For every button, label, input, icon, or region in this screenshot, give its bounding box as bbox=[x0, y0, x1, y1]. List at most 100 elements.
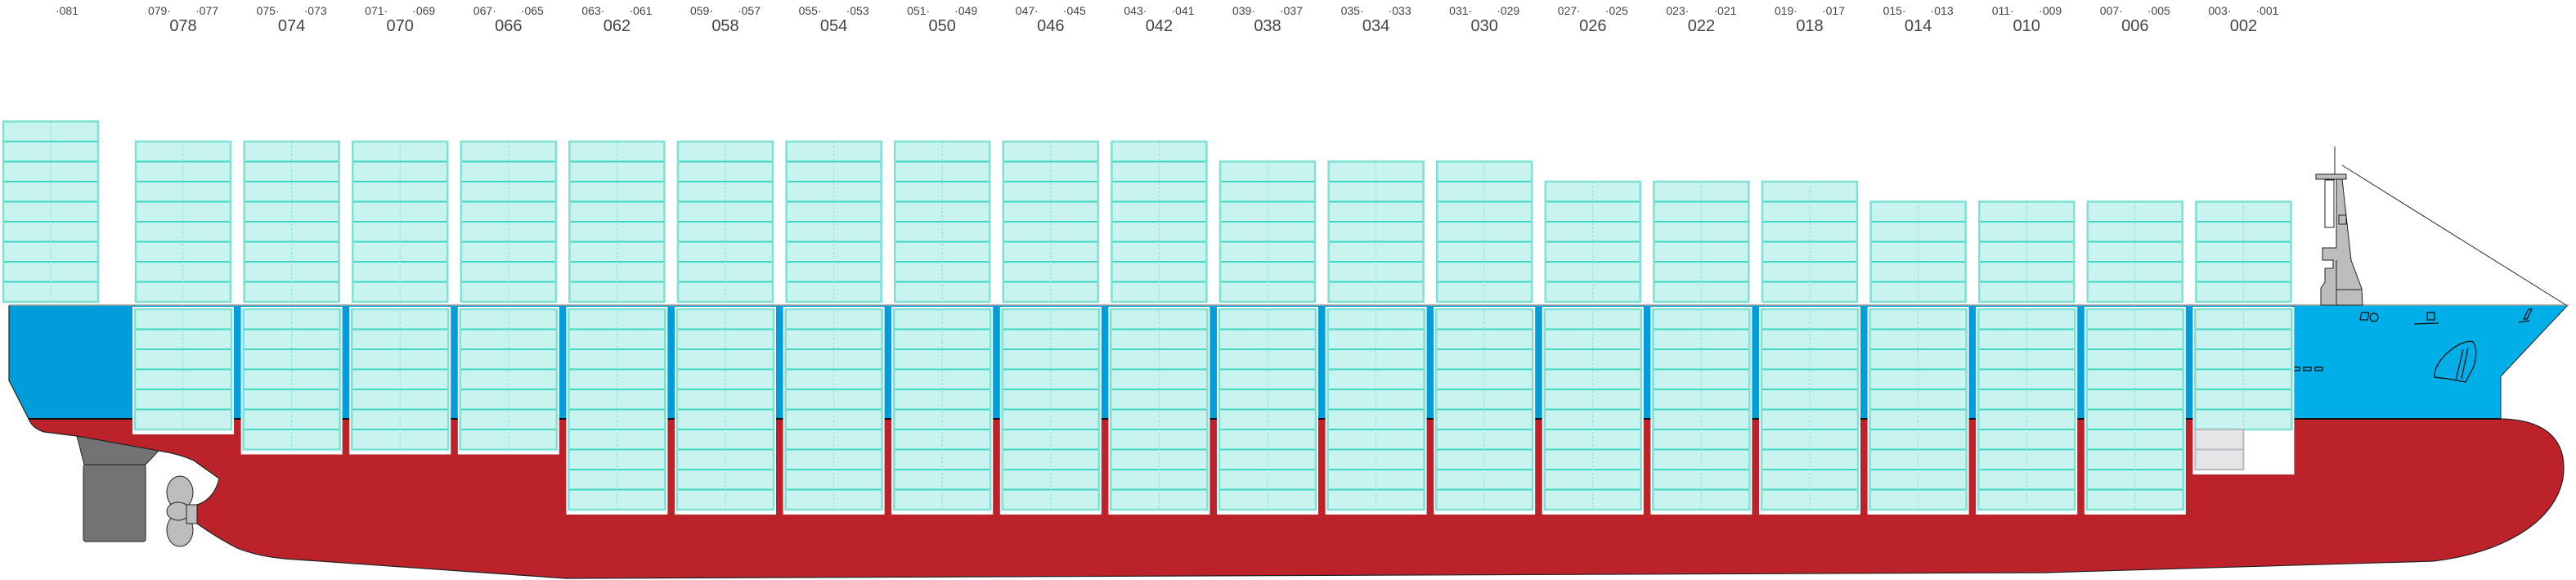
hold-stack bbox=[1434, 308, 1534, 511]
deck-stack bbox=[1111, 140, 1208, 303]
hold-stack bbox=[1543, 308, 1643, 511]
bay-042 bbox=[1108, 140, 1210, 515]
hold-stack bbox=[1977, 308, 2076, 511]
bay-label-aft: 007· bbox=[2100, 4, 2123, 17]
bay-label-fwd: ·001 bbox=[2255, 4, 2278, 17]
bay-label: 002 bbox=[2230, 17, 2257, 35]
bays bbox=[2, 120, 2295, 515]
empty-slot[interactable] bbox=[2194, 448, 2245, 470]
bay-label-aft: 039· bbox=[1232, 4, 1255, 17]
bay-label-fwd: ·029 bbox=[1497, 4, 1519, 17]
empty-slot[interactable] bbox=[2194, 429, 2245, 451]
stack-outline bbox=[784, 308, 883, 511]
hold-stack bbox=[1110, 308, 1209, 511]
deck-stack bbox=[568, 140, 666, 303]
bay-078 bbox=[132, 140, 234, 434]
bay-022 bbox=[1650, 180, 1752, 515]
stack-outline bbox=[242, 308, 341, 451]
stack-outline bbox=[1110, 308, 1209, 511]
mast-body bbox=[2320, 178, 2363, 306]
bay-label-aft: 079· bbox=[148, 4, 171, 17]
stack-outline bbox=[2195, 200, 2292, 303]
bay-058 bbox=[675, 140, 776, 515]
bay-label-fwd: ·049 bbox=[954, 4, 977, 17]
stack-outline bbox=[1111, 140, 1208, 303]
bay-label: 078 bbox=[169, 17, 196, 35]
hold-stack bbox=[1218, 308, 1317, 511]
stack-outline bbox=[1869, 200, 1967, 303]
deck-stack bbox=[1653, 180, 1750, 303]
bay-label: 050 bbox=[929, 17, 956, 35]
bay-label-aft: 059· bbox=[690, 4, 713, 17]
bay-label-aft: 023· bbox=[1666, 4, 1689, 17]
bay-label-fwd: ·041 bbox=[1171, 4, 1194, 17]
bay-066 bbox=[457, 140, 559, 455]
hold-stack bbox=[675, 308, 775, 511]
bay-050 bbox=[891, 140, 994, 515]
propeller-icon bbox=[166, 475, 198, 547]
deck-stack bbox=[2086, 200, 2184, 303]
deck-stack bbox=[1002, 140, 1100, 303]
bay-label-fwd: ·025 bbox=[1605, 4, 1628, 17]
bay-label-aft: 015· bbox=[1883, 4, 1906, 17]
bow-details bbox=[2291, 308, 2533, 383]
bay-label: 018 bbox=[1796, 17, 1823, 35]
bay-label-fwd: ·005 bbox=[2147, 4, 2170, 17]
deck-stack bbox=[893, 140, 991, 303]
stack-outline bbox=[1869, 308, 1968, 511]
bay-label: 022 bbox=[1688, 17, 1715, 35]
stack-outline bbox=[1653, 180, 1750, 303]
bay-label-aft: 055· bbox=[799, 4, 822, 17]
stack-outline bbox=[1218, 160, 1317, 303]
hold-stack bbox=[1326, 308, 1425, 511]
stack-outline bbox=[1761, 180, 1859, 303]
bay-054 bbox=[783, 140, 885, 515]
rudder-blade-icon bbox=[83, 464, 146, 542]
stack-outline bbox=[893, 140, 991, 303]
deck-stack bbox=[2195, 200, 2292, 303]
hold-stack bbox=[2085, 308, 2185, 511]
bay-label-aft: 031· bbox=[1449, 4, 1472, 17]
bay-label-aft: 011· bbox=[1992, 4, 2014, 17]
bay-label: 010 bbox=[2013, 17, 2040, 35]
stack-outline bbox=[133, 308, 233, 431]
bay-label-aft: 035· bbox=[1341, 4, 1364, 17]
deck-stack bbox=[2, 120, 100, 303]
bay-label-aft: 047· bbox=[1016, 4, 1039, 17]
stack-outline bbox=[785, 140, 882, 303]
container-slot[interactable] bbox=[134, 328, 232, 350]
stack-outline bbox=[1218, 308, 1317, 511]
hold-stack bbox=[1652, 308, 1751, 511]
stern-outline bbox=[8, 305, 29, 420]
deck-stack bbox=[1544, 180, 1642, 303]
hold-stack bbox=[242, 308, 341, 451]
stack-outline bbox=[1977, 308, 2076, 511]
mast-ladder bbox=[2324, 179, 2335, 228]
hold-stack bbox=[133, 308, 233, 431]
bay-label: 038 bbox=[1254, 17, 1281, 35]
stack-outline bbox=[2, 120, 100, 303]
deck-stack bbox=[1869, 200, 1967, 303]
stack-outline bbox=[2086, 200, 2184, 303]
bay-label: 062 bbox=[604, 17, 631, 35]
bay-014 bbox=[1867, 200, 1969, 515]
bay-label: 030 bbox=[1471, 17, 1498, 35]
bay-070 bbox=[349, 140, 451, 455]
bay-label-aft: 051· bbox=[907, 4, 930, 17]
bay-038 bbox=[1217, 160, 1318, 515]
bay-label: 034 bbox=[1362, 17, 1389, 35]
bay-label: 070 bbox=[387, 17, 414, 35]
bay-label-aft: 075· bbox=[257, 4, 280, 17]
deck-stack bbox=[351, 140, 449, 303]
bay-label-fwd: ·017 bbox=[1822, 4, 1845, 17]
stack-outline bbox=[1326, 308, 1425, 511]
bay-034 bbox=[1325, 160, 1427, 515]
bay-081 bbox=[2, 120, 100, 303]
stack-outline bbox=[351, 140, 449, 303]
bay-010 bbox=[1976, 200, 2078, 515]
bay-label-fwd: ·009 bbox=[2039, 4, 2062, 17]
bay-label-aft: 019· bbox=[1775, 4, 1797, 17]
bay-label-aft: 063· bbox=[581, 4, 604, 17]
